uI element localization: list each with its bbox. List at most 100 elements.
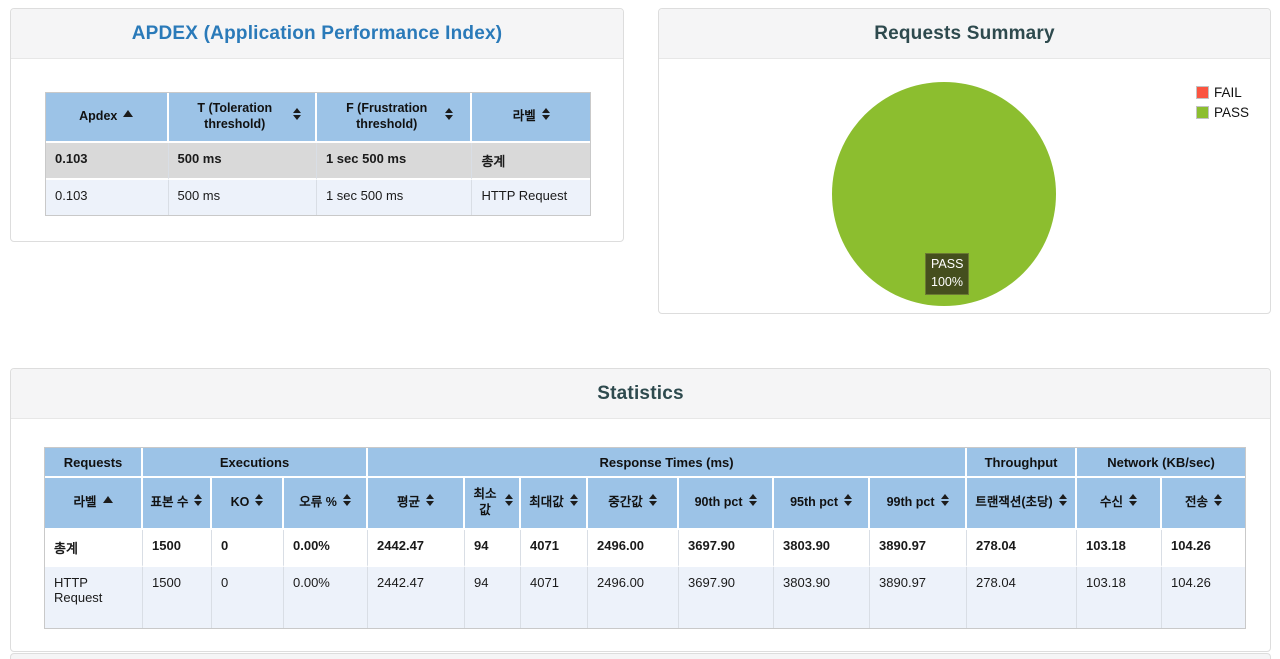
pass-fail-pie-chart (832, 82, 1056, 306)
cell-min: 94 (465, 567, 522, 628)
statistics-title: Statistics (597, 382, 684, 404)
group-header-executions: Executions (143, 448, 369, 478)
table-row-http-request: HTTP Request 1500 0 0.00% 2442.47 94 407… (45, 567, 1246, 628)
apdex-header-row: Apdex T (Toleration threshold) F (Frustr… (46, 93, 590, 143)
fail-swatch-icon (1195, 86, 1209, 99)
column-header-apdex[interactable]: Apdex (46, 93, 169, 143)
sort-asc-icon[interactable] (123, 109, 134, 117)
stats-sub-header-row: 라벨 표본 수 KO 오류 % 평균 (45, 478, 1246, 530)
sort-both-icon[interactable] (342, 494, 351, 506)
cell-transactions-per-sec: 278.04 (967, 530, 1078, 567)
cell-median: 2496.00 (588, 567, 680, 628)
column-header-label: 라벨 (512, 109, 536, 124)
legend-item-fail: FAIL (1195, 85, 1249, 100)
legend-label: FAIL (1213, 85, 1242, 100)
sort-both-icon[interactable] (293, 108, 302, 120)
requests-summary-chart-area: PASS 100% FAIL PASS (659, 59, 1270, 314)
column-header-90th-pct[interactable]: 90th pct (679, 478, 775, 530)
column-header-99th-pct[interactable]: 99th pct (870, 478, 968, 530)
cell-ko: 0 (212, 567, 284, 628)
cell-error-pct: 0.00% (284, 530, 369, 567)
column-header-label: 최소 값 (473, 487, 497, 517)
apdex-table: Apdex T (Toleration threshold) F (Frustr… (45, 92, 591, 216)
sort-both-icon[interactable] (505, 494, 514, 506)
cell-99th-pct: 3890.97 (870, 530, 968, 567)
cell-99th-pct: 3890.97 (870, 567, 968, 628)
sort-both-icon[interactable] (844, 494, 852, 506)
column-header-sent[interactable]: 전송 (1162, 478, 1246, 530)
sort-both-icon[interactable] (569, 494, 578, 506)
cell-average: 2442.47 (368, 567, 466, 628)
column-header-label: T (Toleration threshold) (197, 101, 273, 131)
cell-max: 4071 (521, 567, 589, 628)
statistics-panel: Statistics Requests Executions Response … (10, 368, 1271, 652)
pie-data-label-series: PASS (931, 257, 964, 271)
cell-toleration: 500 ms (168, 180, 317, 215)
sort-both-icon[interactable] (748, 494, 757, 506)
column-header-label: KO (230, 495, 250, 510)
column-header-max[interactable]: 최대값 (521, 478, 589, 530)
sort-asc-icon[interactable] (102, 495, 113, 503)
cell-95th-pct: 3803.90 (774, 567, 871, 628)
sort-both-icon[interactable] (648, 494, 657, 506)
group-header-throughput: Throughput (967, 448, 1078, 478)
cell-error-pct: 0.00% (284, 567, 369, 628)
cell-toleration: 500 ms (168, 143, 317, 180)
sort-both-icon[interactable] (445, 108, 454, 120)
cell-transactions-per-sec: 278.04 (967, 567, 1078, 628)
cell-min: 94 (465, 530, 522, 567)
column-header-frustration[interactable]: F (Frustration threshold) (316, 93, 473, 143)
cell-apdex-score: 0.103 (46, 180, 169, 215)
cell-ko: 0 (212, 530, 284, 567)
column-header-label: 중간값 (608, 495, 643, 510)
next-panel-top-edge (10, 653, 1271, 659)
column-header-min[interactable]: 최소 값 (465, 478, 522, 530)
column-header-error-pct[interactable]: 오류 % (284, 478, 369, 530)
column-header-label: 오류 % (299, 495, 337, 510)
cell-90th-pct: 3697.90 (679, 530, 775, 567)
column-header-ko[interactable]: KO (212, 478, 284, 530)
table-row-total: 총계 1500 0 0.00% 2442.47 94 4071 2496.00 … (45, 530, 1246, 567)
requests-summary-title: Requests Summary (874, 22, 1055, 44)
sort-both-icon[interactable] (1214, 494, 1223, 506)
column-header-label: 수신 (1100, 495, 1124, 510)
sort-both-icon[interactable] (255, 494, 264, 506)
sort-both-icon[interactable] (1058, 494, 1067, 506)
column-header-95th-pct[interactable]: 95th pct (774, 478, 871, 530)
sort-both-icon[interactable] (940, 494, 949, 506)
apdex-title: APDEX (Application Performance Index) (131, 22, 503, 44)
statistics-panel-header: Statistics (11, 369, 1270, 419)
column-header-label: 전송 (1185, 495, 1209, 510)
sort-both-icon[interactable] (541, 108, 550, 120)
sort-both-icon[interactable] (426, 494, 435, 506)
column-header-label-ko[interactable]: 라벨 (472, 93, 590, 143)
sort-both-icon[interactable] (1129, 494, 1138, 506)
cell-frustration: 1 sec 500 ms (316, 180, 473, 215)
column-header-toleration[interactable]: T (Toleration threshold) (168, 93, 317, 143)
column-header-label-ko[interactable]: 라벨 (45, 478, 143, 530)
cell-max: 4071 (521, 530, 589, 567)
pie-data-label-value: 100% (931, 274, 963, 289)
table-row-http-request: 0.103 500 ms 1 sec 500 ms HTTP Request (46, 180, 590, 215)
group-header-network: Network (KB/sec) (1077, 448, 1246, 478)
stats-group-header-row: Requests Executions Response Times (ms) … (45, 448, 1246, 478)
cell-label: HTTP Request (45, 567, 143, 628)
sort-both-icon[interactable] (194, 494, 203, 506)
pie-slice-pass (832, 82, 1056, 306)
legend-item-pass: PASS (1195, 105, 1249, 120)
column-header-samples[interactable]: 표본 수 (143, 478, 212, 530)
column-header-received[interactable]: 수신 (1077, 478, 1163, 530)
cell-frustration: 1 sec 500 ms (316, 143, 473, 180)
column-header-label: 라벨 (73, 495, 97, 510)
column-header-transactions-per-sec[interactable]: 트랜잭션(초당) (967, 478, 1078, 530)
column-header-median[interactable]: 중간값 (588, 478, 680, 530)
column-header-average[interactable]: 평균 (368, 478, 466, 530)
requests-summary-header: Requests Summary (659, 9, 1270, 59)
cell-median: 2496.00 (588, 530, 680, 567)
cell-label: HTTP Request (472, 180, 590, 215)
chart-legend: FAIL PASS (1195, 85, 1249, 120)
cell-received: 103.18 (1077, 567, 1163, 628)
statistics-table: Requests Executions Response Times (ms) … (44, 447, 1247, 629)
cell-90th-pct: 3697.90 (679, 567, 775, 628)
apdex-panel-body: Apdex T (Toleration threshold) F (Frustr… (11, 92, 623, 216)
